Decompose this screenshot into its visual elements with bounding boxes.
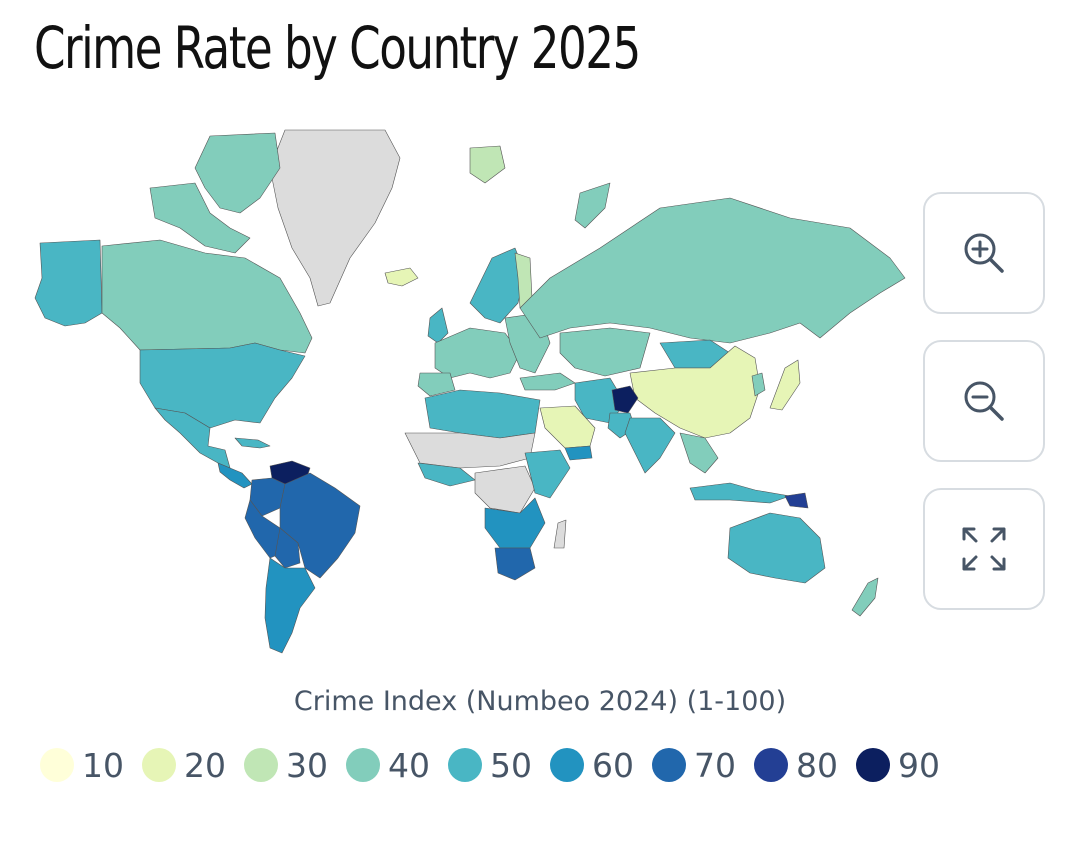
legend-item-10[interactable]: 10 bbox=[40, 746, 124, 785]
region-caribbean[interactable] bbox=[234, 437, 271, 449]
region-papua-new-guinea[interactable] bbox=[784, 492, 809, 509]
legend-label: 50 bbox=[490, 745, 532, 785]
region-afghanistan[interactable] bbox=[611, 385, 639, 414]
region-australia[interactable] bbox=[727, 512, 826, 584]
legend-label: 60 bbox=[592, 745, 634, 785]
region-north-africa[interactable] bbox=[424, 389, 541, 439]
region-alaska[interactable] bbox=[34, 239, 103, 327]
legend-title: Crime Index (Numbeo 2024) (1-100) bbox=[293, 686, 787, 717]
zoom-out-icon bbox=[964, 381, 1004, 421]
fullscreen-button[interactable] bbox=[923, 488, 1045, 610]
region-western-europe[interactable] bbox=[434, 327, 521, 379]
region-canada[interactable] bbox=[101, 239, 313, 354]
legend-swatch bbox=[40, 748, 74, 782]
region-uk[interactable] bbox=[427, 307, 449, 344]
legend-item-30[interactable]: 30 bbox=[244, 746, 328, 785]
legend-label: 40 bbox=[388, 745, 430, 785]
legend-swatch bbox=[550, 748, 584, 782]
region-central-africa[interactable] bbox=[474, 465, 536, 514]
region-greenland[interactable] bbox=[269, 129, 401, 307]
region-indonesia[interactable] bbox=[689, 482, 791, 504]
legend-item-80[interactable]: 80 bbox=[754, 746, 838, 785]
region-sahel[interactable] bbox=[404, 432, 536, 469]
region-south-africa[interactable] bbox=[494, 547, 536, 581]
world-map[interactable] bbox=[30, 128, 910, 658]
region-canada-islands[interactable] bbox=[194, 132, 281, 214]
zoom-in-button[interactable] bbox=[923, 192, 1045, 314]
legend-swatch bbox=[244, 748, 278, 782]
legend-item-40[interactable]: 40 bbox=[346, 746, 430, 785]
region-southeast-asia[interactable] bbox=[679, 432, 719, 474]
legend-label: 10 bbox=[82, 745, 124, 785]
legend-label: 70 bbox=[694, 745, 736, 785]
legend-swatch bbox=[346, 748, 380, 782]
region-russia[interactable] bbox=[519, 197, 906, 344]
legend-label: 90 bbox=[898, 745, 940, 785]
region-west-africa[interactable] bbox=[417, 462, 476, 487]
world-map-svg[interactable] bbox=[30, 128, 910, 658]
region-yemen[interactable] bbox=[564, 445, 593, 461]
region-iberia[interactable] bbox=[417, 372, 456, 397]
legend-item-70[interactable]: 70 bbox=[652, 746, 736, 785]
region-kazakhstan[interactable] bbox=[559, 327, 651, 377]
region-iceland[interactable] bbox=[384, 267, 419, 287]
legend-label: 30 bbox=[286, 745, 328, 785]
region-argentina-chile[interactable] bbox=[264, 557, 316, 654]
fullscreen-icon bbox=[962, 527, 1006, 571]
page-title: Crime Rate by Country 2025 bbox=[34, 14, 641, 82]
region-bolivia[interactable] bbox=[274, 527, 301, 569]
region-china[interactable] bbox=[629, 345, 761, 439]
region-japan[interactable] bbox=[769, 359, 801, 411]
legend-swatch bbox=[856, 748, 890, 782]
legend-label: 20 bbox=[184, 745, 226, 785]
region-canada-islands-2[interactable] bbox=[149, 182, 251, 254]
region-central-america[interactable] bbox=[217, 462, 253, 489]
legend-item-60[interactable]: 60 bbox=[550, 746, 634, 785]
legend-item-50[interactable]: 50 bbox=[448, 746, 532, 785]
legend-swatch bbox=[448, 748, 482, 782]
legend-item-20[interactable]: 20 bbox=[142, 746, 226, 785]
region-east-africa[interactable] bbox=[524, 449, 571, 499]
legend-swatch bbox=[754, 748, 788, 782]
region-svalbard[interactable] bbox=[469, 145, 506, 184]
legend: 10 20 30 40 50 60 70 80 90 bbox=[40, 742, 958, 788]
zoom-out-button[interactable] bbox=[923, 340, 1045, 462]
zoom-in-icon bbox=[964, 233, 1004, 273]
legend-label: 80 bbox=[796, 745, 838, 785]
legend-swatch bbox=[142, 748, 176, 782]
region-korea[interactable] bbox=[751, 372, 766, 397]
region-turkey[interactable] bbox=[519, 372, 576, 391]
legend-swatch bbox=[652, 748, 686, 782]
region-brazil[interactable] bbox=[279, 472, 361, 579]
region-new-zealand[interactable] bbox=[851, 577, 879, 617]
region-india[interactable] bbox=[624, 417, 676, 474]
region-madagascar[interactable] bbox=[553, 519, 567, 549]
region-novaya-zemlya[interactable] bbox=[574, 182, 611, 229]
legend-item-90[interactable]: 90 bbox=[856, 746, 940, 785]
region-southern-africa-mid[interactable] bbox=[484, 497, 546, 549]
